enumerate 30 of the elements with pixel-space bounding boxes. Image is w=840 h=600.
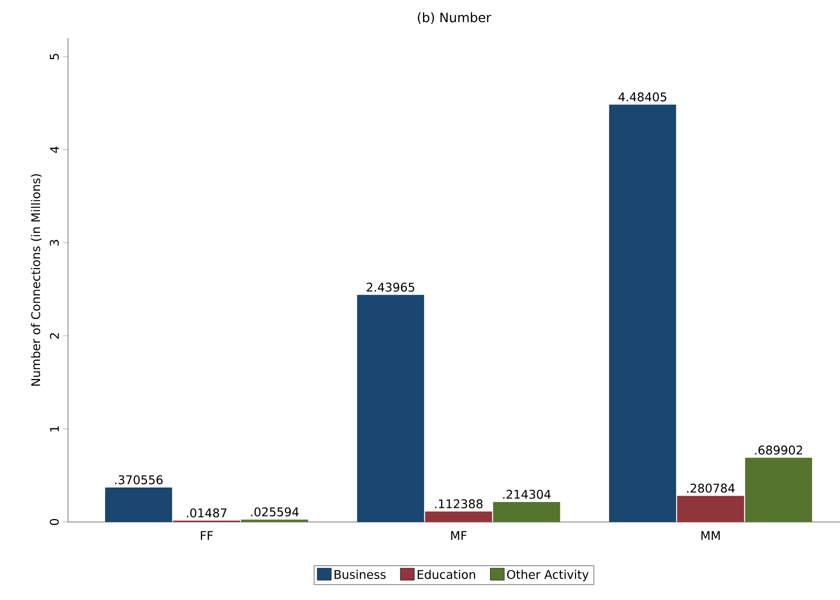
x-tick-label: MF (451, 531, 467, 540)
x-tick-label: MM (701, 531, 720, 540)
x-tick-label: FF (200, 531, 213, 540)
bar (609, 104, 676, 522)
y-axis-title: Number of Connections (in Millions) (30, 174, 42, 386)
bar (105, 488, 172, 522)
y-tick-label: 4 (50, 146, 59, 153)
y-tick-label: 3 (50, 240, 59, 246)
y-tick-label: 1 (50, 426, 59, 432)
bar (357, 294, 424, 522)
data-label: 4.48405 (618, 92, 666, 102)
data-label: .689902 (755, 446, 802, 455)
bar (745, 458, 812, 522)
bar (493, 502, 560, 522)
y-tick-label: 0 (50, 518, 59, 526)
data-label: .214304 (503, 490, 551, 499)
bar (677, 496, 744, 522)
data-label: .01487 (186, 508, 226, 518)
y-tick-label: 2 (50, 333, 59, 339)
data-label: 2.43965 (366, 282, 414, 292)
chart-title: (b) Number (418, 12, 492, 24)
legend-label: Other Activity (507, 570, 589, 582)
y-tick-label: 5 (50, 54, 59, 60)
bar (425, 512, 492, 522)
legend-label: Business (334, 570, 386, 579)
data-label: .370556 (115, 475, 163, 484)
data-label: .280784 (687, 484, 735, 493)
data-label: .112388 (435, 499, 482, 508)
legend-label: Education (418, 570, 476, 579)
data-label: .025594 (251, 507, 299, 516)
